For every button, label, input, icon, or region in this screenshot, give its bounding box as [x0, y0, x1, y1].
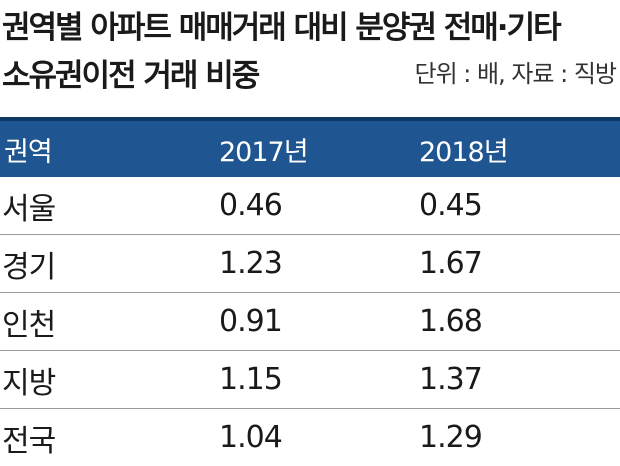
value-2018-cell: 1.29 [419, 420, 483, 455]
column-header-region: 권역 [4, 136, 53, 168]
table-row: 서울 0.46 0.45 [0, 177, 620, 235]
table-row: 인천 0.91 1.68 [0, 293, 620, 351]
value-2018-cell: 1.67 [419, 246, 483, 281]
region-cell: 인천 [2, 307, 56, 343]
value-2017-cell: 1.23 [219, 246, 283, 281]
value-2017-cell: 0.91 [219, 304, 283, 339]
table-row: 전국 1.04 1.29 [0, 409, 620, 466]
column-header-2018: 2018년 [419, 136, 509, 168]
value-2018-cell: 1.37 [419, 362, 483, 397]
region-cell: 경기 [2, 249, 56, 285]
data-table: 권역 2017년 2018년 서울 0.46 0.45 경기 1.23 1.67… [0, 117, 620, 466]
region-cell: 전국 [2, 423, 56, 459]
table-row: 지방 1.15 1.37 [0, 351, 620, 409]
value-2017-cell: 0.46 [219, 188, 283, 223]
value-2018-cell: 0.45 [419, 188, 483, 223]
unit-source-note: 단위 : 배, 자료 : 직방 [414, 60, 617, 88]
value-2018-cell: 1.68 [419, 304, 483, 339]
region-cell: 지방 [2, 365, 56, 401]
value-2017-cell: 1.04 [219, 420, 283, 455]
page-title-line2: 소유권이전 거래 비중 [2, 58, 260, 94]
table-row: 경기 1.23 1.67 [0, 235, 620, 293]
column-header-2017: 2017년 [219, 136, 309, 168]
table-header: 권역 2017년 2018년 [0, 117, 620, 177]
page-title-line1: 권역별 아파트 매매거래 대비 분양권 전매·기타 [2, 10, 562, 46]
value-2017-cell: 1.15 [219, 362, 283, 397]
region-cell: 서울 [2, 191, 56, 227]
title-block: 권역별 아파트 매매거래 대비 분양권 전매·기타 소유권이전 거래 비중 단위… [0, 0, 620, 104]
